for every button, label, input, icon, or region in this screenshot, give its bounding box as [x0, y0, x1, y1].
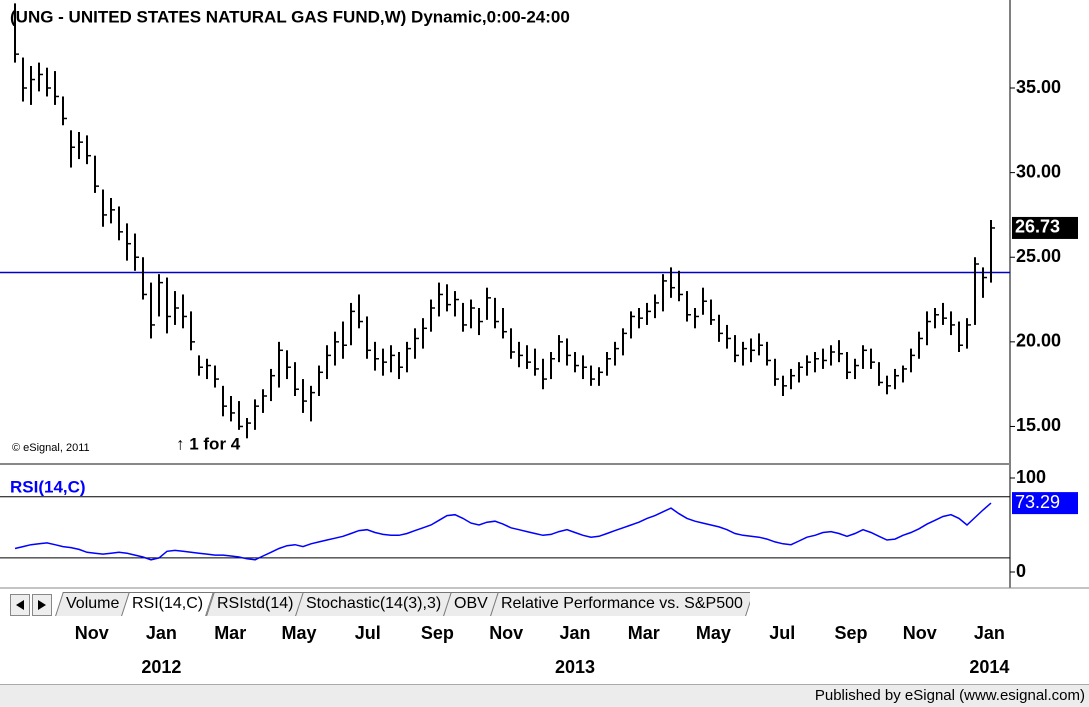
y-tick-label: 35.00	[1016, 77, 1061, 97]
tab-strip: Volume RSI(14,C) RSIstd(14) Stochastic(14(3…	[10, 592, 750, 616]
year-label: 2013	[555, 657, 595, 677]
x-tick-label: Mar	[214, 623, 246, 643]
x-tick-label: May	[281, 623, 316, 643]
tab-label: RSI(14,C)	[132, 595, 204, 612]
x-tick-label: Jan	[559, 623, 590, 643]
x-tick-label: Jul	[355, 623, 381, 643]
copyright: © eSignal, 2011	[12, 442, 90, 454]
tab[interactable]: Relative Performance vs. S&P500	[490, 592, 750, 616]
x-tick-label: Nov	[489, 623, 523, 643]
x-tick-label: Sep	[421, 623, 454, 643]
chart-title: (UNG - UNITED STATES NATURAL GAS FUND,W)…	[10, 7, 570, 26]
rsi-title: RSI(14,C)	[10, 477, 86, 496]
tab-label: Relative Performance vs. S&P500	[500, 595, 743, 612]
y-tick-label: 100	[1016, 467, 1046, 487]
last-value-box	[1012, 492, 1078, 515]
tab-label: Stochastic(14(3),3)	[305, 595, 442, 612]
y-tick-label: 25.00	[1016, 246, 1061, 266]
y-tick-label: 30.00	[1016, 161, 1061, 181]
rsi-line	[14, 502, 992, 561]
y-tick-label: 15.00	[1016, 415, 1061, 435]
x-tick-label: Sep	[834, 623, 867, 643]
x-tick-label: Mar	[628, 623, 660, 643]
tab-label: Volume	[66, 595, 120, 612]
year-label: 2012	[141, 657, 181, 677]
y-tick-label: 20.00	[1016, 331, 1061, 351]
y-tick-label: 0	[1016, 561, 1026, 581]
x-tick-label: Jan	[974, 623, 1005, 643]
last-value-label: 73.29	[1015, 492, 1060, 512]
tab-label: OBV	[454, 595, 488, 612]
last-price-box	[1012, 216, 1078, 239]
x-tick-label: Jul	[769, 623, 795, 643]
plot-bg	[0, 0, 1010, 684]
scroll-right[interactable]	[32, 594, 52, 616]
x-tick-label: Jan	[146, 623, 177, 643]
scroll-left[interactable]	[10, 594, 30, 616]
footer: Published by eSignal (www.esignal.com)	[0, 684, 1089, 707]
x-tick-label: May	[696, 623, 731, 643]
tab[interactable]: RSI(14,C)	[121, 592, 215, 616]
tab[interactable]: Stochastic(14(3),3)	[295, 592, 453, 616]
x-tick-label: Nov	[75, 623, 109, 643]
chart: (UNG - UNITED STATES NATURAL GAS FUND,W)…	[0, 0, 1089, 684]
tab[interactable]: RSIstd(14)	[205, 592, 304, 616]
tab[interactable]: Volume	[55, 592, 131, 616]
year-label: 2014	[969, 657, 1009, 677]
x-tick-label: Nov	[903, 623, 937, 643]
last-price-label: 26.73	[1015, 217, 1060, 237]
tab-label: RSIstd(14)	[216, 595, 293, 612]
annotation: ↑ 1 for 4	[176, 434, 241, 453]
